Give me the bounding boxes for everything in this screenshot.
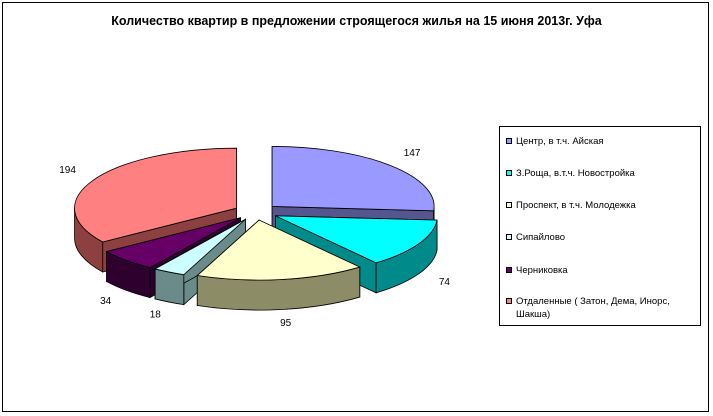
- pie-slice-4-top: [105, 217, 241, 268]
- legend-item-3: Сипайлово: [506, 231, 696, 244]
- legend-item-1: З.Роща, в.т.ч. Новостройка: [506, 167, 696, 180]
- legend-label-1: З.Роща, в.т.ч. Новостройка: [516, 168, 635, 179]
- pie-slice-3-top: [154, 218, 246, 276]
- legend-label-3: Сипайлово: [516, 232, 566, 243]
- data-label-2: 95: [280, 318, 292, 329]
- legend-item-2: Проспект, в т.ч. Молодежка: [506, 199, 696, 212]
- chart-title: Количество квартир в предложении строяще…: [111, 14, 602, 28]
- pie-slice-2: [196, 219, 361, 311]
- legend-item-0: Центр, в т.ч. Айская: [506, 135, 696, 148]
- data-label-3: 18: [150, 310, 162, 321]
- data-label-1: 74: [439, 277, 451, 288]
- legend-swatch-1: [506, 170, 512, 176]
- legend-item-4: Черниковка: [506, 264, 696, 277]
- legend-label-0: Центр, в т.ч. Айская: [516, 136, 604, 147]
- legend-swatch-0: [506, 138, 512, 144]
- data-label-4: 34: [100, 296, 112, 307]
- legend-swatch-2: [506, 202, 512, 208]
- data-label-0: 147: [404, 148, 421, 159]
- legend-swatch-3: [506, 234, 512, 240]
- data-label-5: 194: [59, 165, 76, 176]
- chart-legend: Центр, в т.ч. Айская З.Роща, в.т.ч. Новос…: [499, 126, 701, 326]
- legend-label-4: Черниковка: [516, 265, 568, 276]
- pie-slice-2-top: [196, 219, 361, 281]
- legend-item-5: Отдаленные ( Затон, Дема, Инорс, Шакша): [506, 295, 696, 321]
- legend-swatch-4: [506, 267, 512, 273]
- legend-label-5: Отдаленные ( Затон, Дема, Инорс, Шакша): [516, 296, 670, 320]
- pie-slice-0-top: [271, 146, 435, 212]
- pie-slice-1-top: [275, 215, 438, 264]
- pie-slice-5-top: [74, 147, 237, 243]
- legend-swatch-5: [506, 298, 512, 304]
- legend-label-2: Проспект, в т.ч. Молодежка: [516, 200, 636, 211]
